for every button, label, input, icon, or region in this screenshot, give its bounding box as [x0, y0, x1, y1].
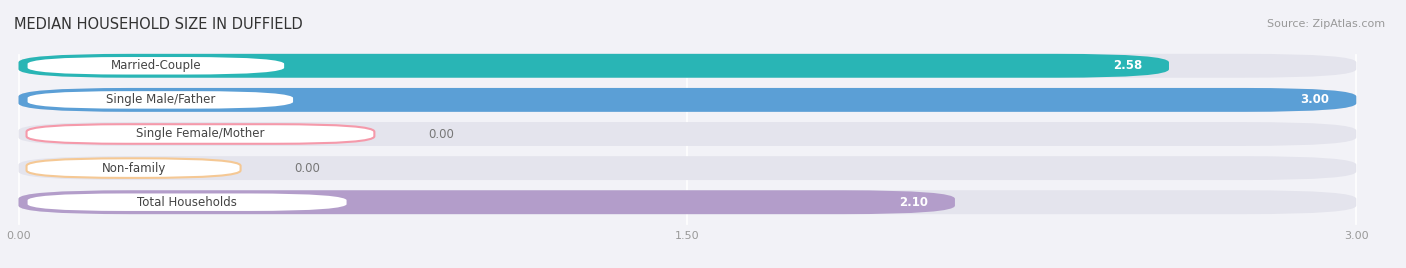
FancyBboxPatch shape	[27, 56, 285, 76]
Text: Total Households: Total Households	[138, 196, 238, 209]
FancyBboxPatch shape	[27, 192, 347, 212]
Text: Single Female/Mother: Single Female/Mother	[136, 128, 264, 140]
Text: Non-family: Non-family	[101, 162, 166, 175]
Text: Married-Couple: Married-Couple	[111, 59, 201, 72]
FancyBboxPatch shape	[18, 54, 1357, 78]
FancyBboxPatch shape	[18, 190, 1357, 214]
FancyBboxPatch shape	[18, 88, 1357, 112]
FancyBboxPatch shape	[27, 90, 294, 110]
Text: Source: ZipAtlas.com: Source: ZipAtlas.com	[1267, 19, 1385, 29]
Text: 3.00: 3.00	[1301, 93, 1330, 106]
Text: 0.00: 0.00	[294, 162, 321, 175]
FancyBboxPatch shape	[18, 122, 1357, 146]
Text: Single Male/Father: Single Male/Father	[105, 93, 215, 106]
Text: 2.58: 2.58	[1114, 59, 1142, 72]
FancyBboxPatch shape	[18, 156, 1357, 180]
FancyBboxPatch shape	[27, 158, 240, 178]
Text: 0.00: 0.00	[427, 128, 454, 140]
Text: 2.10: 2.10	[900, 196, 928, 209]
FancyBboxPatch shape	[18, 88, 1357, 112]
FancyBboxPatch shape	[18, 54, 1168, 78]
Text: MEDIAN HOUSEHOLD SIZE IN DUFFIELD: MEDIAN HOUSEHOLD SIZE IN DUFFIELD	[14, 17, 302, 32]
FancyBboxPatch shape	[27, 124, 374, 144]
FancyBboxPatch shape	[18, 190, 955, 214]
